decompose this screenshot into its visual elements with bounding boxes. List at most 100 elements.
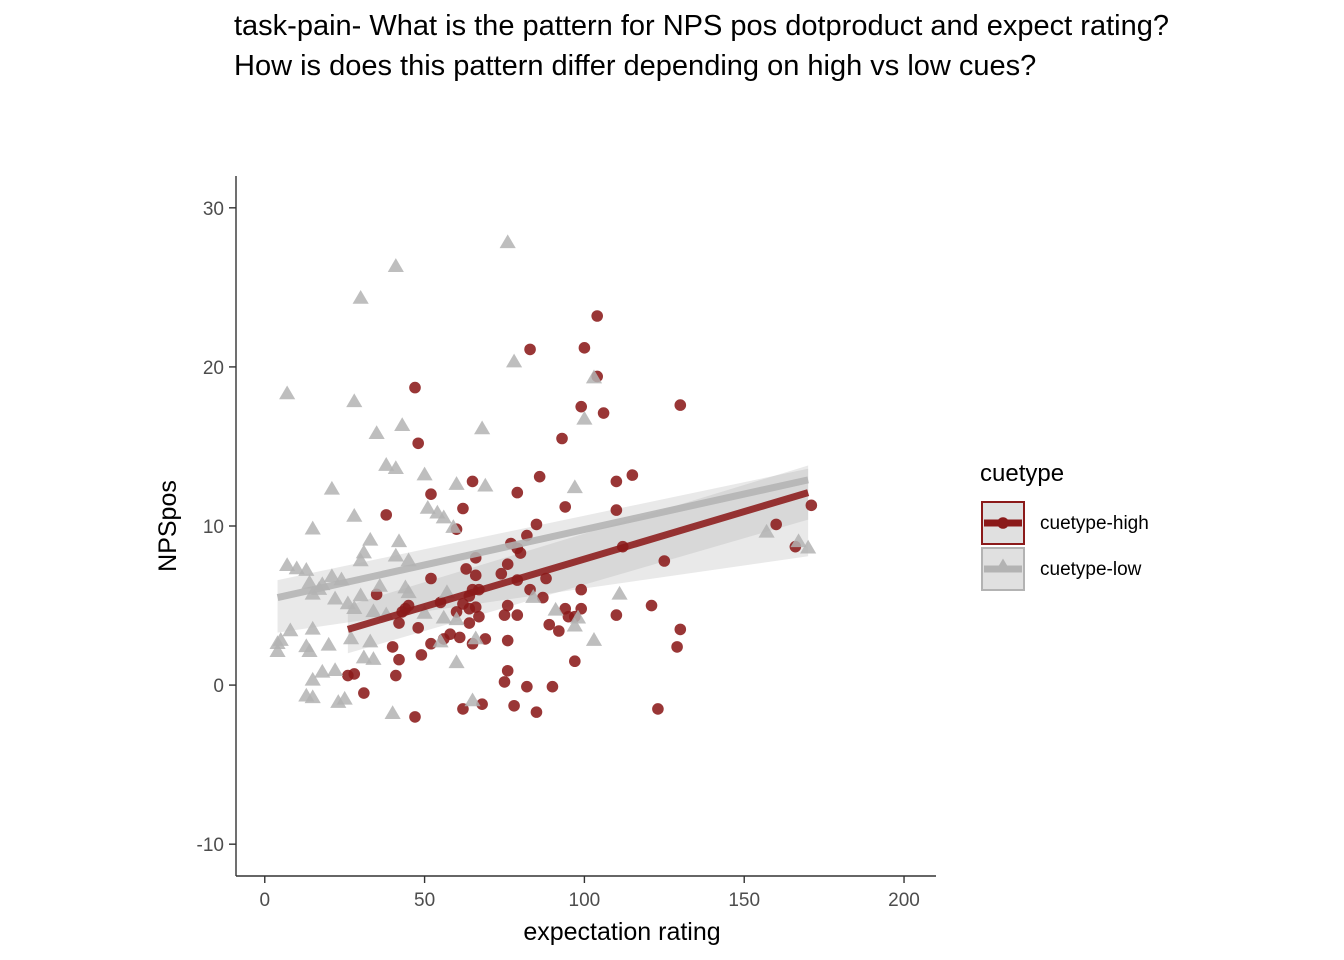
legend-label-low: cuetype-low [1040,559,1142,580]
data-point-low [800,539,817,554]
data-point-low [387,460,404,474]
data-point-low [499,234,516,249]
data-point-high [479,633,492,645]
data-point-low [585,632,603,646]
data-point-high [501,558,514,570]
data-point-low [435,509,452,524]
data-point-high [610,475,623,488]
y-tick-label: 20 [203,358,224,379]
data-point-low [448,654,465,669]
data-point-low [445,519,462,533]
data-point-low [566,479,583,494]
x-tick-label: 100 [569,890,601,911]
data-point-high [501,664,514,677]
data-point-low [438,584,456,599]
data-point-high [469,601,482,613]
data-point-low [611,585,628,600]
data-point-low [416,605,433,619]
data-point-high [380,509,393,521]
data-point-low [269,643,286,657]
data-point-high [358,687,370,699]
data-point-low [419,500,436,514]
data-point-low [304,689,321,704]
data-point-high [511,486,524,499]
y-tick-label: -10 [197,835,224,856]
data-point-low [288,560,305,575]
data-point-low [346,600,363,614]
x-tick-label: 0 [259,890,270,911]
data-point-high [514,547,527,559]
data-point-low [790,533,807,548]
data-point-high [537,591,549,604]
data-point-high [610,504,623,516]
data-point-low [346,507,363,522]
data-point-high [342,669,354,682]
data-point-low [390,533,408,548]
chart-title-line-1: task-pain- What is the pattern for NPS p… [234,10,1169,42]
data-point-high [508,699,520,712]
fit-line-low [276,476,809,602]
x-axis-label: expectation rating [523,918,720,946]
data-point-high [530,706,543,718]
data-point-low [566,617,583,632]
data-point-low [378,457,395,471]
data-point-low [352,587,369,602]
data-point-high [805,499,818,512]
legend-label-high: cuetype-high [1040,513,1149,534]
data-point-high [498,676,511,688]
data-point-low [477,477,494,492]
data-point-low [304,671,321,686]
data-point-high [575,400,588,413]
data-point-low [467,630,484,645]
data-point-high [524,343,536,356]
data-point-high [425,572,437,585]
x-tick-label: 150 [728,890,760,911]
data-point-low [352,552,369,567]
data-point-high [671,641,683,653]
data-point-low [346,393,363,408]
chart-title-line-2: How is does this pattern differ dependin… [234,50,1037,82]
data-point-high [770,518,782,531]
data-point-high [501,634,514,647]
data-point-low [365,603,382,618]
data-point-low [758,523,775,538]
data-point-low [362,633,379,648]
data-point-high [511,609,524,621]
data-point-low [400,584,417,599]
data-point-high [409,711,421,723]
data-point-high [390,669,402,682]
data-point-low [448,611,465,626]
data-point-high [575,583,588,596]
data-point-high [591,310,603,322]
data-point-high [553,625,565,637]
data-point-low [525,589,542,603]
data-point-low [365,651,382,665]
data-point-low [272,632,289,646]
data-point-low [362,531,379,546]
legend-key-marker-low [994,558,1012,573]
data-point-low [327,590,344,605]
data-point-low [279,557,296,572]
data-point-low [432,633,449,648]
data-point-low [464,692,481,707]
legend-title: cuetype [980,460,1065,487]
data-point-high [652,703,664,715]
data-point-low [435,609,452,624]
data-point-low [576,410,593,425]
data-point-high [658,555,671,567]
data-point-high [645,599,658,612]
data-point-high [569,655,581,668]
x-tick-label: 50 [414,890,435,911]
data-point-high [412,622,424,634]
data-point-low [569,609,587,624]
data-point-low [301,643,318,657]
data-point-high [415,649,428,661]
data-point-high [463,617,476,629]
data-point-low [327,662,344,677]
data-point-low [387,547,404,562]
legend-key-marker-high [997,517,1009,529]
data-point-high [498,609,511,621]
data-point-low [298,562,315,576]
data-point-high [501,599,514,612]
